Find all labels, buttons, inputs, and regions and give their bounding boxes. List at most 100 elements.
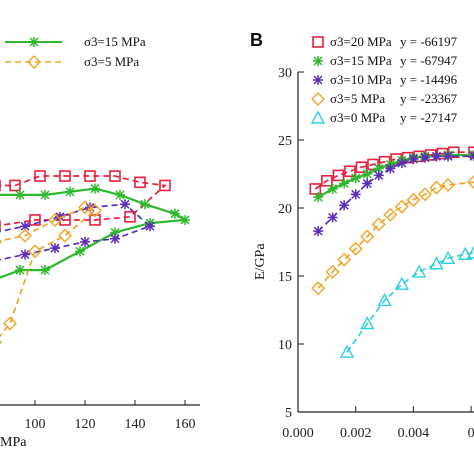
panel-a-point-1-3 — [65, 186, 75, 197]
panel-b-series-line-3 — [317, 181, 474, 289]
panel-b-x-tick-label-1: 0.002 — [340, 426, 372, 441]
panel-b-series-4 — [339, 245, 474, 358]
panel-b-point-4-1 — [360, 316, 375, 330]
panel-b-series — [309, 146, 474, 358]
panel-b-point-2-8 — [408, 154, 419, 165]
panel-b-point-0-12 — [448, 146, 460, 159]
legend-b-marker-2 — [313, 75, 323, 85]
panel-b-point-2-5 — [373, 170, 384, 181]
panel-b-point-0-4 — [355, 161, 368, 173]
panel-a-point-0-3 — [59, 170, 71, 182]
panel-a-point-1-4 — [90, 183, 100, 194]
panel-a-x-tick-label-1: 120 — [75, 417, 96, 432]
panel-b-label: B — [250, 30, 263, 50]
panel-a-point-1-1 — [15, 189, 25, 200]
legend-b-marker-4 — [310, 110, 326, 124]
panel-b-point-3-5 — [371, 217, 386, 232]
panel-b-point-4-0 — [339, 344, 355, 358]
panel-a-point-1-13 — [15, 265, 25, 276]
panel-a-point-3-5 — [58, 228, 72, 243]
panel-b-point-4-2 — [377, 293, 392, 307]
panel-a-point-2-2 — [55, 211, 65, 222]
panel-b-point-2-12 — [469, 151, 474, 162]
legend-b-item-0: σ3=20 MPa y = -66197 — [312, 34, 458, 49]
panel-b-point-3-7 — [394, 199, 409, 214]
panel-b-point-1-2 — [339, 178, 350, 189]
panel-b-point-2-3 — [350, 189, 361, 200]
panel-a-point-3-7 — [3, 316, 17, 331]
panel-b-point-3-4 — [360, 229, 375, 244]
legend-b-item-2: σ3=10 MPa y = -14496 — [313, 72, 458, 87]
panel-a-series-0 — [0, 170, 171, 233]
legend-a-marker-15mpa — [29, 37, 39, 47]
panel-b-y-tick-label-4: 25 — [278, 134, 292, 149]
panel-a-point-2-8 — [50, 243, 60, 254]
panel-b-point-3-10 — [429, 180, 444, 195]
panel-b-point-2-2 — [339, 200, 350, 211]
panel-b-y-label: E/GPa — [253, 243, 268, 280]
panel-a-point-3-4 — [88, 203, 102, 218]
panel-a-point-2-7 — [80, 236, 90, 247]
panel-a-point-2-3 — [85, 202, 95, 213]
panel-a-x-label: MPa — [0, 435, 27, 450]
legend-a-label-5mpa: σ3=5 MPa — [84, 54, 139, 69]
panel-a-point-0-4 — [84, 170, 96, 182]
panel-b-point-2-11 — [443, 151, 454, 162]
panel-a-x-tick-label-2: 140 — [125, 417, 146, 432]
legend-a-marker-5mpa — [27, 55, 41, 69]
legend-b-equation-0: y = -66197 — [400, 34, 458, 49]
panel-b-point-3-11 — [441, 177, 456, 192]
panel-a-point-3-0 — [0, 239, 2, 244]
panel-a-series-line-3 — [0, 206, 97, 338]
panel-b-point-3-8 — [406, 192, 421, 207]
panel-a-point-2-9 — [20, 249, 30, 260]
legend-b-marker-3 — [311, 92, 325, 106]
panel-b-point-2-9 — [419, 152, 430, 163]
panel-b-point-3-6 — [383, 207, 398, 222]
panel-a-point-3-8 — [0, 340, 2, 345]
panel-b-point-2-0 — [313, 226, 324, 237]
panel-b-series-3 — [311, 175, 474, 296]
panel-b-point-2-1 — [327, 212, 338, 223]
panel-b-point-0-1 — [321, 175, 333, 187]
panel-b-point-4-3 — [394, 276, 410, 290]
panel-b-point-3-9 — [417, 187, 432, 202]
panel-a-x-tick-label-3: 160 — [175, 417, 196, 432]
panel-a-point-1-7 — [170, 208, 180, 219]
panel-b-point-4-8 — [466, 245, 474, 259]
panel-b-y-tick-label-5: 30 — [278, 66, 292, 81]
panel-b-x-tick-label-0: 0.000 — [282, 426, 314, 441]
panel-b-point-0-13 — [468, 146, 474, 159]
panel-a-point-0-8 — [124, 211, 136, 223]
panel-b-point-3-1 — [325, 264, 340, 279]
panel-b-point-1-0 — [313, 192, 324, 203]
panel-a-point-3-2 — [48, 212, 62, 227]
panel-a-point-0-9 — [89, 214, 101, 226]
legend-b-label-0: σ3=20 MPa — [330, 34, 392, 49]
legend-b-item-1: σ3=15 MPa y = -67947 — [313, 53, 458, 68]
panel-a-x-ticks: 100 120 140 160 — [25, 400, 196, 432]
panel-b-y-tick-label-0: 5 — [285, 406, 292, 421]
panel-b-point-4-5 — [429, 256, 444, 270]
panel-a-point-2-5 — [145, 221, 155, 232]
panel-b-y-ticks: 5 10 15 20 25 30 — [278, 66, 304, 421]
panel-b-point-3-0 — [311, 281, 326, 296]
panel-a-point-3-1 — [18, 228, 32, 243]
panel-a-point-1-8 — [180, 214, 190, 225]
panel-a-point-1-6 — [140, 199, 150, 210]
panel-b-point-4-6 — [440, 250, 456, 265]
legend-b-equation-3: y = -23367 — [400, 91, 458, 106]
panel-b-point-4-7 — [458, 246, 473, 260]
legend-b-equation-4: y = -27147 — [400, 110, 458, 125]
panel-a-point-0-6 — [134, 176, 146, 189]
legend-a-label-15mpa: σ3=15 MPa — [84, 34, 146, 49]
panel-b-point-3-12 — [467, 175, 474, 190]
legend-b-label-2: σ3=10 MPa — [330, 72, 392, 87]
panel-a-point-0-2 — [34, 170, 46, 182]
panel-b: B 5 10 15 20 25 30 0.000 0.002 0.004 0 E/GPa σ3=… — [250, 30, 474, 441]
legend-b-equation-1: y = -67947 — [400, 53, 458, 68]
legend-b-label-3: σ3=5 MPa — [330, 91, 385, 106]
panel-b-point-0-3 — [344, 165, 356, 178]
panel-b-series-line-1 — [317, 153, 474, 199]
legend-b-item-3: σ3=5 MPa y = -23367 — [311, 91, 458, 106]
